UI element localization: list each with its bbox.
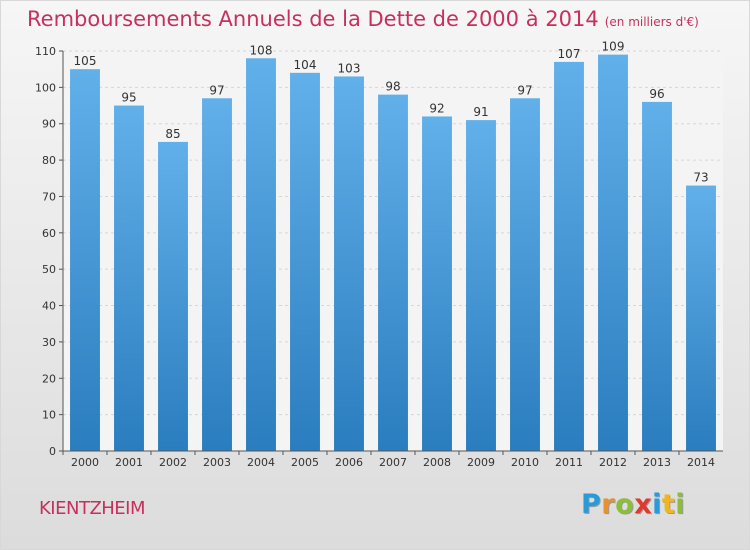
bar-2007: [378, 94, 408, 452]
value-label-2004: 108: [250, 43, 273, 57]
bar-2002: [158, 141, 188, 451]
value-labels: 105 95 85 97 108 104 103 98 92 91 97 107 109 96 73: [74, 40, 709, 185]
chart-title: Remboursements Annuels de la Dette de 20…: [27, 7, 699, 31]
x-tick-label-2000: 2000: [71, 456, 99, 469]
value-label-2007: 98: [385, 80, 400, 94]
y-tick-label: 90: [42, 118, 56, 131]
y-tick-label: 0: [49, 445, 56, 458]
commune-name: KIENTZHEIM: [39, 498, 146, 519]
value-label-2012: 109: [602, 40, 625, 54]
value-label-2003: 97: [209, 83, 224, 97]
x-tick-label-2013: 2013: [643, 456, 671, 469]
bar-2004: [246, 58, 276, 451]
logo-letter: P: [581, 489, 602, 520]
y-tick-label: 80: [42, 154, 56, 167]
value-label-2002: 85: [165, 127, 180, 141]
logo-letter: i: [652, 489, 662, 520]
x-tick-label-2012: 2012: [599, 456, 627, 469]
bar-2012: [598, 54, 628, 452]
y-tick-label: 60: [42, 227, 56, 240]
y-tick-labels: 0 10 20 30 40 50 60 70 80 90 100 110: [35, 45, 63, 458]
proxiti-logo: Proxiti: [581, 489, 685, 520]
value-label-2001: 95: [121, 91, 136, 105]
chart-title-text: Remboursements Annuels de la Dette de 20…: [27, 7, 599, 31]
x-tick-label-2004: 2004: [247, 456, 275, 469]
logo-letter: r: [601, 489, 616, 520]
logo-letter: t: [661, 489, 676, 520]
y-tick-label: 70: [42, 190, 56, 203]
value-label-2008: 92: [429, 101, 444, 115]
y-tick-label: 20: [42, 372, 56, 385]
x-tick-label-2006: 2006: [335, 456, 363, 469]
x-tick-labels: 2000 2001 2002 2003 2004 2005 2006 2007 2008 2009…: [62, 451, 715, 469]
value-label-2000: 105: [74, 54, 97, 68]
y-tick-label: 30: [42, 336, 56, 349]
x-tick-label-2014: 2014: [687, 456, 715, 469]
chart-unit: (en milliers d'€): [604, 15, 699, 29]
value-label-2010: 97: [517, 83, 532, 97]
x-tick-label-2009: 2009: [467, 456, 495, 469]
bar-2013: [642, 101, 672, 451]
value-label-2014: 73: [693, 171, 708, 185]
y-tick-label: 10: [42, 409, 56, 422]
bar-2014: [686, 185, 716, 451]
x-tick-label-2011: 2011: [555, 456, 583, 469]
bars: [70, 54, 716, 452]
y-tick-label: 100: [35, 81, 56, 94]
x-tick-label-2005: 2005: [291, 456, 319, 469]
y-tick-label: 110: [35, 45, 56, 58]
bar-2000: [70, 69, 100, 451]
bar-2011: [554, 61, 584, 452]
x-tick-label-2003: 2003: [203, 456, 231, 469]
value-label-2005: 104: [294, 58, 317, 72]
bar-2005: [290, 72, 320, 452]
y-tick-label: 50: [42, 263, 56, 276]
bar-2001: [114, 105, 144, 451]
bar-2008: [422, 116, 452, 452]
logo-letter: i: [675, 489, 686, 520]
logo-letter: x: [634, 489, 653, 520]
value-label-2013: 96: [649, 87, 664, 101]
value-label-2011: 107: [558, 47, 581, 61]
bar-2009: [466, 120, 496, 451]
logo-letter: o: [615, 489, 635, 520]
bar-2003: [202, 98, 232, 451]
x-tick-label-2007: 2007: [379, 456, 407, 469]
value-label-2006: 103: [338, 61, 361, 75]
x-tick-label-2002: 2002: [159, 456, 187, 469]
bar-2010: [510, 98, 540, 451]
bar-2006: [334, 76, 364, 452]
x-tick-label-2001: 2001: [115, 456, 143, 469]
x-tick-label-2010: 2010: [511, 456, 539, 469]
value-label-2009: 91: [473, 105, 488, 119]
x-tick-label-2008: 2008: [423, 456, 451, 469]
y-tick-label: 40: [42, 300, 56, 313]
